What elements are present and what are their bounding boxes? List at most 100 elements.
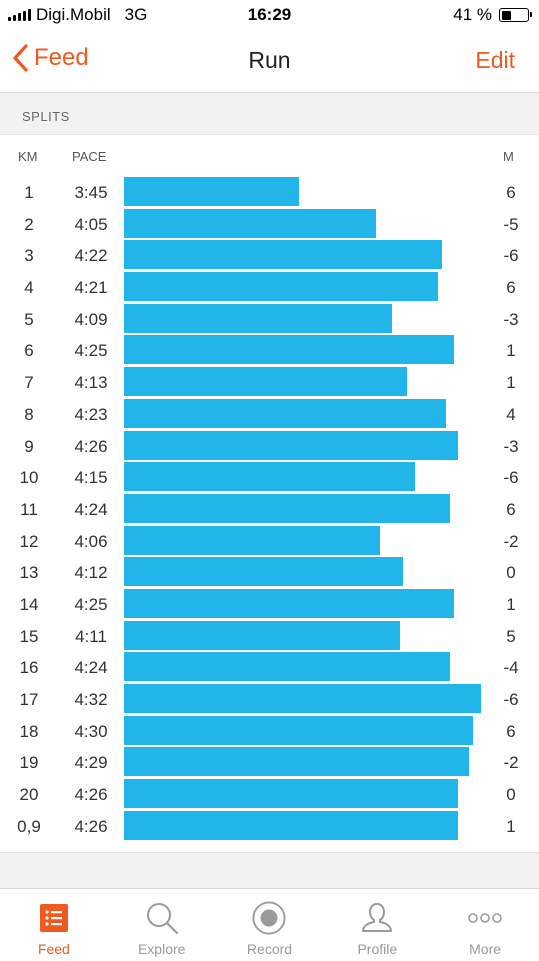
- split-pace-bar: [124, 398, 446, 428]
- split-km: 9: [24, 436, 34, 456]
- split-row: 19 4:29 -2: [0, 746, 539, 778]
- pace-column-header: PACE: [72, 149, 107, 164]
- split-row: 15 4:11 5: [0, 620, 539, 652]
- split-km: 6: [24, 341, 34, 361]
- split-km: 20: [19, 785, 39, 805]
- split-pace-bar: [124, 208, 376, 238]
- split-elevation: 4: [506, 404, 516, 424]
- split-row: 18 4:30 6: [0, 715, 539, 747]
- clock: 16:29: [247, 5, 292, 24]
- split-km: 14: [19, 594, 39, 614]
- tab-record[interactable]: Record: [216, 889, 324, 961]
- splits-section-header: SPLITS: [0, 93, 539, 135]
- split-row: 14 4:25 1: [0, 588, 539, 620]
- edit-button[interactable]: Edit: [475, 47, 515, 73]
- split-elevation: -6: [503, 690, 519, 709]
- split-pace-bar: [124, 715, 473, 745]
- splits-list: 1 3:45 6 2 4:05 -5 3 4:22 -6 4 4:21 6 5 4:09 -3 6 4:25 1 7…: [0, 176, 539, 841]
- splits-title: SPLITS: [22, 109, 70, 124]
- split-km: 15: [19, 626, 39, 646]
- tab-profile-label: Profile: [357, 941, 398, 957]
- battery-icon: [499, 8, 532, 22]
- split-elevation: 5: [506, 626, 516, 646]
- split-pace: 4:15: [74, 468, 108, 488]
- tab-feed[interactable]: Feed: [0, 889, 108, 961]
- nav-bar: Feed Run Edit: [0, 30, 539, 93]
- tab-explore-label: Explore: [137, 941, 186, 957]
- tab-feed-label: Feed: [37, 941, 70, 957]
- split-elevation: 6: [506, 183, 516, 202]
- split-elevation: -4: [503, 658, 519, 678]
- split-row: 6 4:25 1: [0, 334, 539, 366]
- split-pace-bar: [124, 177, 299, 206]
- split-pace-bar: [124, 747, 469, 777]
- tab-more[interactable]: More: [431, 889, 539, 961]
- split-km: 12: [19, 531, 39, 551]
- split-km: 8: [24, 404, 34, 424]
- split-elevation: 1: [506, 373, 516, 393]
- split-pace-bar: [124, 240, 442, 270]
- split-pace-bar: [124, 810, 458, 840]
- split-pace: 4:13: [74, 373, 108, 393]
- carrier-name: Digi.Mobil: [36, 5, 111, 24]
- tab-profile[interactable]: Profile: [323, 889, 431, 961]
- split-pace-bar: [124, 335, 454, 365]
- status-bar: Digi.Mobil 3G 16:29 41 %: [0, 0, 539, 30]
- split-elevation: -5: [503, 214, 519, 234]
- split-elevation: -3: [503, 309, 519, 329]
- split-elevation: -2: [503, 753, 519, 773]
- split-row: 4 4:21 6: [0, 271, 539, 303]
- split-pace: 4:12: [74, 563, 108, 583]
- split-pace-bar: [124, 303, 392, 333]
- split-pace-bar: [124, 588, 454, 618]
- split-row: 16 4:24 -4: [0, 651, 539, 683]
- split-pace: 4:26: [74, 436, 108, 456]
- split-elevation: 0: [506, 785, 516, 805]
- tab-more-label: More: [469, 941, 502, 957]
- split-km: 1: [24, 183, 34, 202]
- split-km: 11: [20, 499, 38, 519]
- split-row: 3 4:22 -6: [0, 239, 539, 271]
- page-title: Run: [248, 47, 291, 73]
- split-row: 1 3:45 6: [0, 176, 539, 208]
- split-km: 5: [24, 309, 34, 329]
- split-row: 20 4:26 0: [0, 778, 539, 810]
- split-pace: 4:26: [74, 816, 108, 836]
- split-pace: 4:25: [74, 341, 108, 361]
- split-pace: 4:11: [75, 626, 107, 646]
- split-pace: 4:21: [74, 278, 108, 298]
- split-pace: 4:29: [74, 753, 108, 773]
- elevation-column-header: M: [503, 149, 514, 164]
- split-elevation: -6: [503, 468, 519, 488]
- network-type: 3G: [124, 5, 148, 24]
- battery-percent: 41 %: [453, 5, 492, 24]
- split-elevation: 0: [506, 563, 516, 583]
- split-row: 11 4:24 6: [0, 493, 539, 525]
- split-pace: 4:22: [74, 246, 108, 266]
- split-pace-bar: [124, 525, 380, 555]
- split-elevation: 1: [506, 594, 516, 614]
- split-row: 0,9 4:26 1: [0, 810, 539, 842]
- more-icon: [468, 901, 502, 935]
- split-km: 4: [24, 278, 34, 298]
- split-row: 12 4:06 -2: [0, 525, 539, 557]
- back-label: Feed: [34, 44, 89, 71]
- profile-icon: [360, 901, 394, 935]
- split-pace: 4:05: [74, 214, 108, 234]
- record-icon: [252, 901, 287, 935]
- split-pace-bar: [124, 652, 450, 682]
- split-elevation: -3: [503, 436, 519, 456]
- split-elevation: -2: [503, 531, 519, 551]
- split-row: 9 4:26 -3: [0, 430, 539, 462]
- split-pace: 4:25: [74, 594, 108, 614]
- chevron-left-icon: [13, 44, 28, 72]
- split-km: 17: [19, 690, 39, 709]
- tab-explore[interactable]: Explore: [108, 889, 216, 961]
- search-icon: [145, 901, 179, 935]
- split-row: 2 4:05 -5: [0, 208, 539, 240]
- back-button[interactable]: Feed: [12, 44, 89, 72]
- split-pace-bar: [124, 493, 450, 523]
- split-km: 19: [19, 753, 39, 773]
- split-row: 13 4:12 0: [0, 556, 539, 588]
- split-pace-bar: [124, 620, 400, 650]
